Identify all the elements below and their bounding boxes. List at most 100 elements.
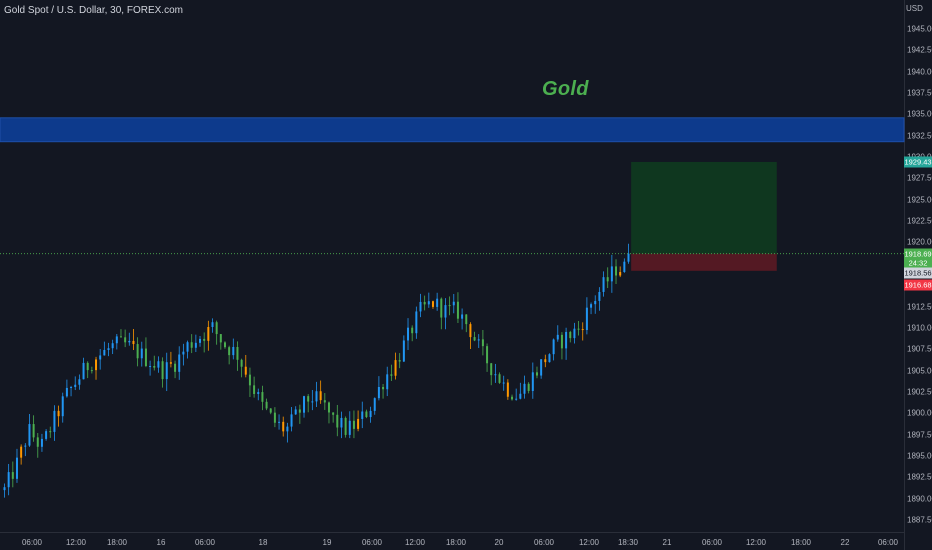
candle-body: [286, 426, 289, 432]
time-tick-label: 12:00: [578, 538, 600, 547]
time-tick-label: 18:30: [617, 538, 639, 547]
time-tick-label: 21: [662, 538, 672, 547]
candle-body: [273, 412, 276, 423]
candle-body: [307, 396, 310, 402]
candle-body: [253, 385, 256, 394]
candle-body: [336, 414, 339, 428]
price-tick-label: 1927.50: [907, 173, 932, 183]
candle-body: [115, 336, 118, 344]
candle-body: [431, 301, 434, 307]
time-tick-label: 06:00: [361, 538, 383, 547]
candle-body: [78, 379, 81, 385]
candle-body: [523, 383, 526, 394]
candle-body: [49, 431, 52, 433]
time-tick-label: 06:00: [194, 538, 216, 547]
candle-body: [199, 338, 202, 343]
candle-body: [590, 304, 593, 308]
price-tick-label: 1942.50: [907, 45, 932, 55]
candle-body: [548, 354, 551, 363]
candle-body: [70, 386, 73, 388]
candle-body: [32, 424, 35, 438]
price-tick-label: 1940.00: [907, 67, 932, 77]
candle-body: [261, 392, 264, 402]
candle-body: [161, 361, 164, 380]
price-tick-label: 1922.50: [907, 216, 932, 226]
price-tick-label: 1890.00: [907, 494, 932, 504]
candle-body: [369, 410, 372, 418]
price-tick-label: 1905.00: [907, 366, 932, 376]
candle-body: [74, 384, 77, 387]
candle-body: [149, 365, 152, 367]
candle-body: [40, 438, 43, 447]
candle-body: [20, 446, 23, 458]
candle-body: [560, 334, 563, 349]
candle-body: [531, 372, 534, 391]
price-tick-label: 1937.50: [907, 88, 932, 98]
candle-body: [136, 344, 139, 359]
candle-body: [132, 340, 135, 345]
candle-body: [290, 414, 293, 427]
candle-body: [182, 351, 185, 355]
candle-body: [490, 363, 493, 376]
price-tick-label: 1925.00: [907, 195, 932, 205]
candle-body: [45, 431, 48, 439]
candle-body: [294, 409, 297, 415]
candle-body: [619, 272, 622, 276]
candle-body: [440, 298, 443, 318]
candle-body: [415, 311, 418, 334]
price-badge: 1918.69: [904, 248, 932, 260]
candle-body: [556, 334, 559, 340]
candle-body: [128, 340, 131, 343]
candle-body: [153, 365, 156, 368]
time-tick-label: 20: [494, 538, 504, 547]
candle-body: [519, 393, 522, 399]
candle-body: [207, 327, 210, 341]
time-tick-label: 19: [322, 538, 332, 547]
candle-body: [315, 391, 318, 402]
chart-annotation-text[interactable]: Gold: [542, 78, 589, 100]
candle-body: [511, 396, 514, 400]
currency-label: USD: [906, 4, 923, 13]
candle-body: [610, 266, 613, 282]
time-tick-label: 12:00: [65, 538, 87, 547]
candle-body: [223, 342, 226, 348]
candle-body: [340, 417, 343, 428]
time-tick-label: 18: [258, 538, 268, 547]
candle-body: [11, 472, 14, 479]
time-tick-label: 06:00: [877, 538, 899, 547]
candle-body: [386, 374, 389, 390]
symbol-title[interactable]: Gold Spot / U.S. Dollar, 30, FOREX.com: [4, 5, 183, 16]
stop-zone: [631, 253, 777, 271]
candle-body: [57, 410, 60, 417]
candle-body: [411, 327, 414, 334]
candle-body: [494, 374, 497, 376]
price-badge: 1929.43: [904, 156, 932, 168]
candle-body: [61, 396, 64, 417]
candle-body: [423, 301, 426, 305]
candle-body: [186, 342, 189, 352]
candle-body: [602, 277, 605, 292]
candle-body: [382, 387, 385, 390]
candle-body: [627, 253, 630, 262]
candle-body: [232, 346, 235, 356]
candle-body: [436, 298, 439, 307]
candle-body: [90, 370, 93, 372]
candle-body: [456, 301, 459, 319]
candle-body: [357, 418, 360, 429]
candle-body: [394, 360, 397, 376]
candle-body: [3, 487, 6, 491]
candle-body: [269, 408, 272, 413]
candle-body: [585, 307, 588, 331]
price-tick-label: 1892.50: [907, 472, 932, 482]
time-tick-label: 06:00: [701, 538, 723, 547]
candle-body: [265, 401, 268, 409]
candle-body: [377, 387, 380, 399]
candle-body: [240, 359, 243, 367]
candle-body: [157, 361, 160, 368]
candle-body: [219, 334, 222, 343]
candle-body: [594, 300, 597, 305]
candle-body: [203, 338, 206, 341]
candle-body: [398, 360, 401, 362]
